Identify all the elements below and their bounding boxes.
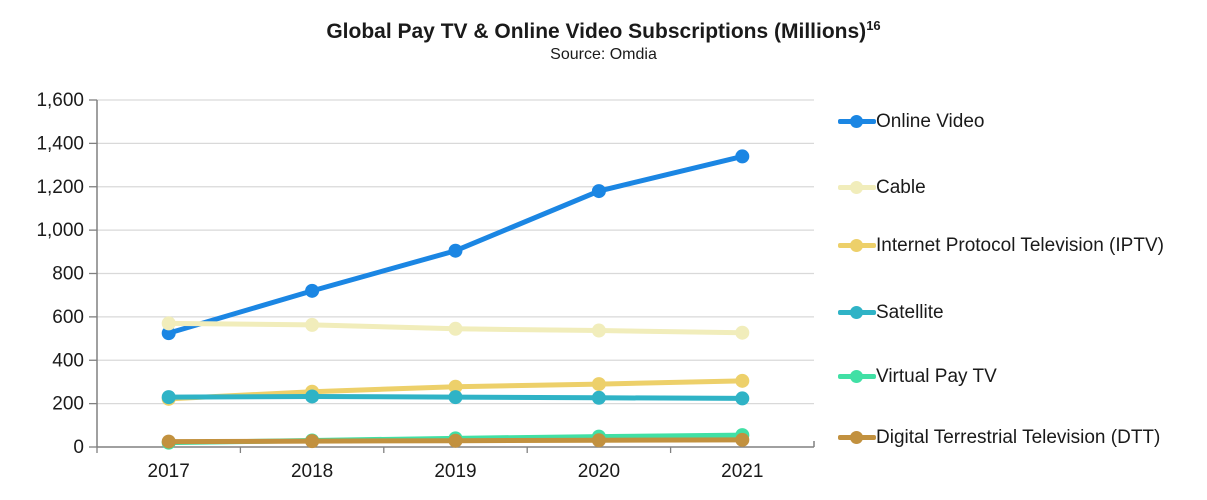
data-point-internet-protocol-television-iptv-2019 <box>448 379 463 394</box>
chart-header: Global Pay TV & Online Video Subscriptio… <box>0 14 1207 64</box>
legend-item-virtual-pay-tv: Virtual Pay TV <box>838 363 1176 390</box>
legend-swatch-online-video <box>838 115 876 128</box>
y-tick-label: 1,200 <box>36 177 84 198</box>
data-point-digital-terrestrial-television-dtt-2021 <box>735 432 750 447</box>
legend-label-online-video: Online Video <box>876 111 985 132</box>
data-point-satellite-2018 <box>305 389 320 404</box>
x-tick-label: 2021 <box>721 461 763 482</box>
y-tick-label: 600 <box>52 307 84 328</box>
data-point-cable-2018 <box>305 317 320 332</box>
data-point-online-video-2020 <box>591 184 606 199</box>
y-tick-label: 1,400 <box>36 133 84 154</box>
data-point-online-video-2017 <box>161 326 176 341</box>
legend-item-iptv: Internet Protocol Television (IPTV) <box>838 232 1176 259</box>
legend-item-satellite: Satellite <box>838 299 1176 326</box>
legend-label-satellite: Satellite <box>876 302 944 323</box>
y-tick-label: 200 <box>52 394 84 415</box>
legend-swatch-dtt <box>838 431 876 444</box>
chart-source: Source: Omdia <box>550 46 657 63</box>
legend-label-dtt: Digital Terrestrial Television (DTT) <box>876 427 1161 448</box>
legend-swatch-cable <box>838 181 876 194</box>
y-tick-label: 400 <box>52 350 84 371</box>
data-point-satellite-2020 <box>591 390 606 405</box>
legend-label-virtual-pay-tv: Virtual Pay TV <box>876 366 997 387</box>
y-tick-label: 1,000 <box>36 220 84 241</box>
data-point-online-video-2019 <box>448 243 463 258</box>
legend-item-online-video: Online Video <box>838 108 1176 135</box>
data-point-cable-2019 <box>448 321 463 336</box>
data-point-internet-protocol-television-iptv-2021 <box>735 373 750 388</box>
x-tick-label: 2020 <box>578 461 620 482</box>
legend-swatch-iptv <box>838 239 876 252</box>
legend-item-dtt: Digital Terrestrial Television (DTT) <box>838 424 1176 451</box>
x-tick-label: 2017 <box>148 461 190 482</box>
legend-label-iptv: Internet Protocol Television (IPTV) <box>876 235 1164 256</box>
y-tick-label: 800 <box>52 264 84 285</box>
data-point-cable-2021 <box>735 325 750 340</box>
legend-swatch-satellite <box>838 306 876 319</box>
legend-label-cable: Cable <box>876 177 926 198</box>
x-tick-label: 2019 <box>434 461 476 482</box>
chart-title-footnote: 16 <box>866 18 881 33</box>
data-point-digital-terrestrial-television-dtt-2019 <box>448 433 463 448</box>
data-point-internet-protocol-television-iptv-2020 <box>591 377 606 392</box>
data-point-satellite-2021 <box>735 391 750 406</box>
data-point-satellite-2019 <box>448 390 463 405</box>
data-point-digital-terrestrial-television-dtt-2018 <box>305 434 320 449</box>
legend-swatch-virtual-pay-tv <box>838 370 876 383</box>
y-tick-label: 0 <box>73 437 84 458</box>
data-point-online-video-2018 <box>305 283 320 298</box>
data-point-digital-terrestrial-television-dtt-2017 <box>161 434 176 449</box>
x-tick-label: 2018 <box>291 461 333 482</box>
y-tick-label: 1,600 <box>36 90 84 111</box>
data-point-cable-2020 <box>591 323 606 338</box>
data-point-cable-2017 <box>161 316 176 331</box>
data-point-satellite-2017 <box>161 390 176 405</box>
legend-item-cable: Cable <box>838 174 1176 201</box>
data-point-online-video-2021 <box>735 149 750 164</box>
chart-title-text: Global Pay TV & Online Video Subscriptio… <box>326 20 867 43</box>
chart-title: Global Pay TV & Online Video Subscriptio… <box>0 14 1207 44</box>
data-point-digital-terrestrial-television-dtt-2020 <box>591 433 606 448</box>
